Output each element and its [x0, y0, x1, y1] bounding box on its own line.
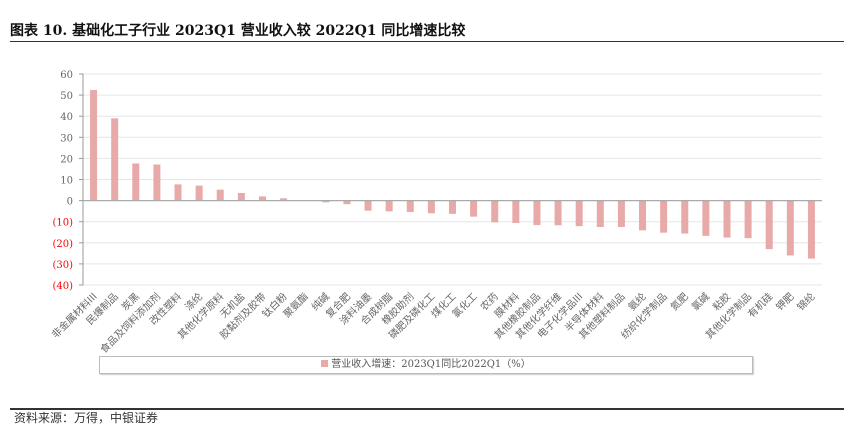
bar [195, 185, 203, 201]
bar [807, 200, 815, 259]
footer-divider [10, 408, 844, 410]
bar [660, 200, 668, 233]
bar [90, 90, 98, 201]
bar [786, 200, 794, 256]
bar [364, 200, 372, 211]
y-tick-label: (10) [52, 218, 73, 229]
y-tick-label: 10 [60, 176, 73, 187]
bar [596, 200, 604, 227]
title-divider [10, 41, 844, 42]
bar [639, 200, 647, 231]
bar [322, 200, 330, 203]
bar [385, 200, 393, 212]
y-tick-label: (40) [52, 281, 73, 292]
bar [406, 200, 414, 212]
bar [744, 200, 752, 239]
y-tick-label: 0 [67, 197, 73, 208]
y-tick-label: (20) [52, 239, 73, 250]
y-tick-label: 50 [60, 91, 73, 102]
figure-title: 图表 10. 基础化工子行业 2023Q1 营业收入较 2022Q1 同比增速比… [10, 23, 466, 39]
bar [343, 200, 351, 205]
y-tick-label: 40 [60, 112, 73, 123]
bar [491, 200, 499, 223]
bar [174, 184, 182, 201]
x-tick-label: 氮肥 [668, 290, 691, 313]
bar [111, 118, 119, 201]
bar [258, 196, 266, 201]
x-tick-label: 钾肥 [773, 290, 796, 313]
bar [681, 200, 689, 234]
y-tick-label: 60 [60, 70, 73, 81]
bar [470, 200, 478, 217]
bar [554, 200, 562, 226]
bar [153, 164, 161, 201]
x-tick-label: 氯碱 [689, 290, 712, 313]
y-tick-label: 30 [60, 133, 73, 144]
bar [216, 189, 224, 201]
bar [723, 200, 731, 238]
legend-label: 营业收入增速：2023Q1同比2022Q1（%） [331, 359, 531, 370]
bar-chart: 6050403020100(10)(20)(30)(40)非金属材料III民爆制… [49, 70, 822, 356]
bar [702, 200, 710, 236]
bar [280, 198, 288, 201]
bar [533, 200, 541, 226]
chart-legend: 营业收入增速：2023Q1同比2022Q1（%） [99, 356, 753, 374]
bar [132, 163, 140, 201]
bar [512, 200, 520, 223]
bar [575, 200, 583, 227]
bar [765, 200, 773, 250]
bar [617, 200, 625, 227]
source-note: 资料来源：万得，中银证券 [14, 411, 159, 425]
y-tick-label: 20 [60, 154, 73, 165]
bar [427, 200, 435, 214]
y-tick-label: (30) [52, 260, 73, 271]
legend-swatch [321, 360, 329, 367]
bar [237, 193, 245, 201]
bar [449, 200, 456, 214]
x-tick-label: 锦纶 [794, 290, 817, 313]
